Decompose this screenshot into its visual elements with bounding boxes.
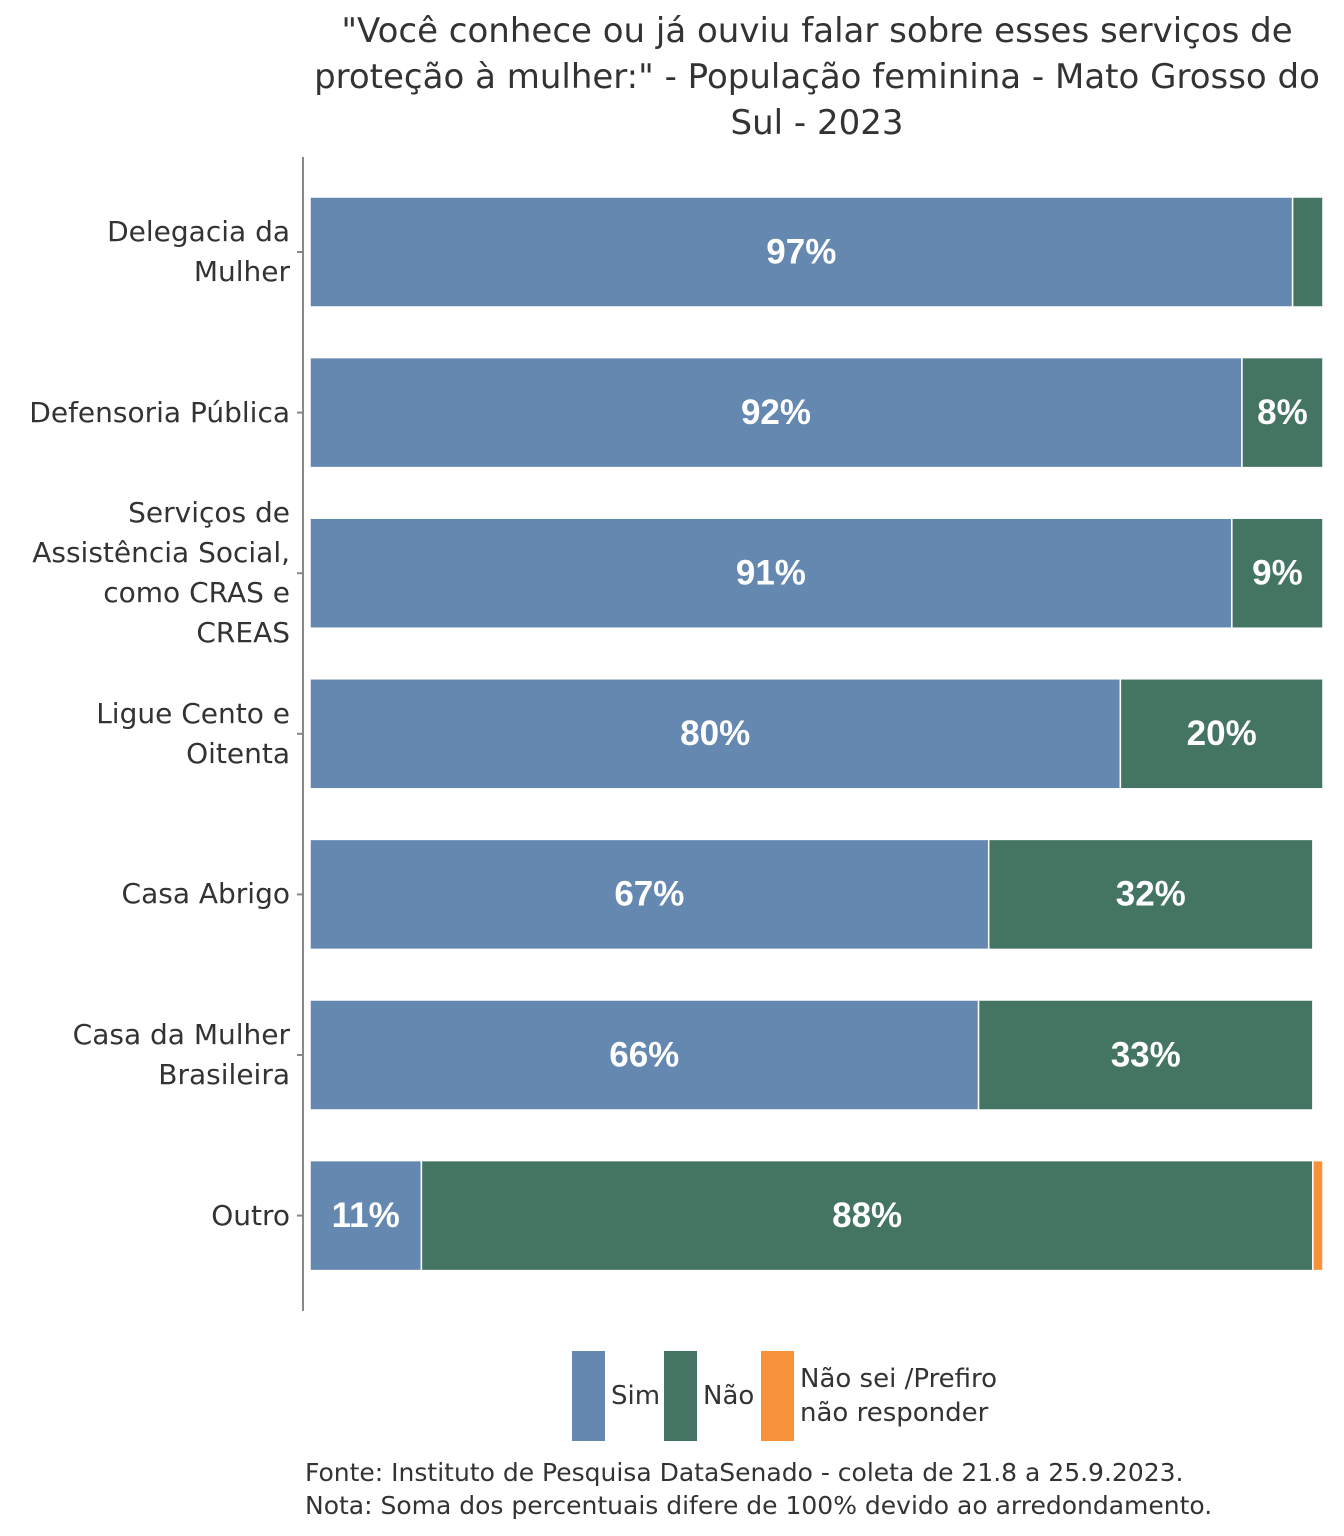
source: Fonte: Instituto de Pesquisa DataSenado … — [305, 1458, 1184, 1487]
bar-segment — [1291, 196, 1324, 308]
bar-segment — [309, 196, 1294, 308]
bar-segment — [309, 1159, 423, 1272]
bar-segment — [309, 356, 1243, 469]
value-label: 92% — [741, 393, 811, 432]
bar-segment — [1119, 678, 1324, 790]
value-label: 33% — [1111, 1035, 1181, 1074]
legend-key — [572, 1351, 605, 1441]
y-tick-label: Ligue Cento e Oitenta — [96, 696, 290, 770]
y-tick-label: Casa Abrigo — [121, 877, 290, 911]
chart-title: "Você conhece ou já ouviu falar sobre es… — [314, 11, 1320, 143]
bar-segment — [987, 838, 1314, 951]
bar-segment — [309, 517, 1233, 629]
y-tick-label: Serviços de Assistência Social, como CRA… — [32, 496, 290, 650]
value-label: 8% — [1257, 393, 1308, 432]
y-tick-label: Defensoria Pública — [29, 395, 290, 429]
value-label: 20% — [1187, 714, 1257, 753]
bar-segment — [309, 838, 990, 951]
value-label: 88% — [832, 1196, 902, 1235]
value-label: 11% — [332, 1196, 400, 1235]
bar-segment — [1312, 1159, 1324, 1272]
bar-segment — [1231, 517, 1324, 629]
bar-segment — [977, 999, 1314, 1111]
legend-label: Não sei /Prefiro não responder — [800, 1364, 998, 1428]
legend-label: Não — [703, 1381, 755, 1411]
note: Nota: Soma dos percentuais difere de 100… — [305, 1491, 1213, 1520]
y-tick-label: Outro — [211, 1198, 290, 1232]
legend-key — [664, 1351, 697, 1441]
y-tick-label: Delegacia da Mulher — [107, 215, 290, 288]
bar-segment — [309, 999, 980, 1111]
value-label: 97% — [766, 232, 836, 271]
value-label: 80% — [680, 714, 750, 753]
bar-segment — [309, 678, 1122, 790]
value-label: 32% — [1116, 875, 1186, 914]
value-label: 9% — [1252, 553, 1303, 592]
value-label: 66% — [609, 1035, 679, 1074]
bar-segment — [420, 1159, 1314, 1272]
y-tick-label: Casa da Mulher Brasileira — [72, 1018, 290, 1091]
value-label: 67% — [614, 875, 684, 914]
legend-label: Sim — [611, 1381, 661, 1411]
value-label: 91% — [736, 553, 806, 592]
bar-segment — [1241, 356, 1324, 469]
legend-key — [761, 1351, 794, 1441]
